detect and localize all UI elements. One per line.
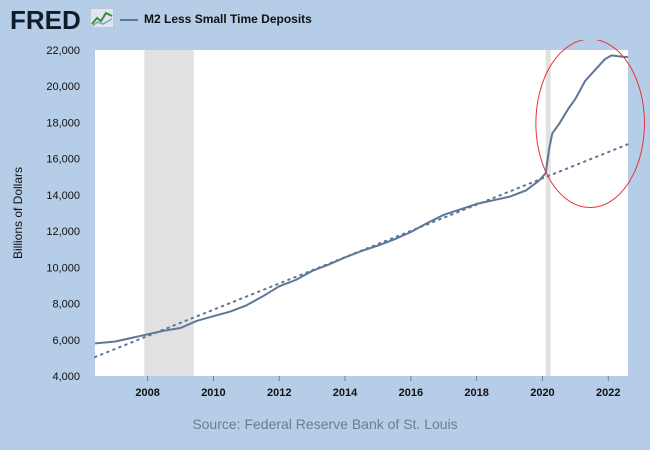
chart: 4,000 6,000 8,000 10,000 12,000 14,000 16,000 1… [11,40,645,399]
y-tick-label: 16,000 [46,154,80,166]
y-tick-label: 6,000 [52,335,80,347]
x-tick-label: 2018 [464,387,488,399]
header: FRED M2 Less Small Time Deposits [0,0,650,40]
x-tick-label: 2008 [135,387,159,399]
fred-line-chart-icon [90,8,114,28]
trend-line [94,143,629,358]
y-axis-label: Billions of Dollars [11,167,25,259]
x-tick-label: 2016 [399,387,423,399]
x-tick-label: 2014 [333,387,358,399]
recession-band [545,50,551,376]
y-tick-label: 18,000 [46,117,80,129]
fred-logo[interactable]: FRED [10,5,81,35]
source-note: Source: Federal Reserve Bank of St. Loui… [192,416,458,432]
y-tick-label: 20,000 [46,81,80,93]
legend-swatch [120,19,138,21]
legend-label: M2 Less Small Time Deposits [144,12,312,26]
y-tick-label: 12,000 [46,226,80,238]
x-tick-label: 2010 [201,387,225,399]
x-tick-label: 2012 [267,387,291,399]
highlight-ellipse [535,40,645,209]
x-tick-label: 2022 [596,387,620,399]
y-tick-label: 22,000 [46,45,80,57]
x-tick-label: 2020 [530,387,554,399]
y-tick-label: 10,000 [46,262,80,274]
y-tick-label: 14,000 [46,190,80,202]
y-tick-label: 4,000 [52,371,80,383]
y-tick-label: 8,000 [52,299,80,311]
series-line [94,54,629,345]
